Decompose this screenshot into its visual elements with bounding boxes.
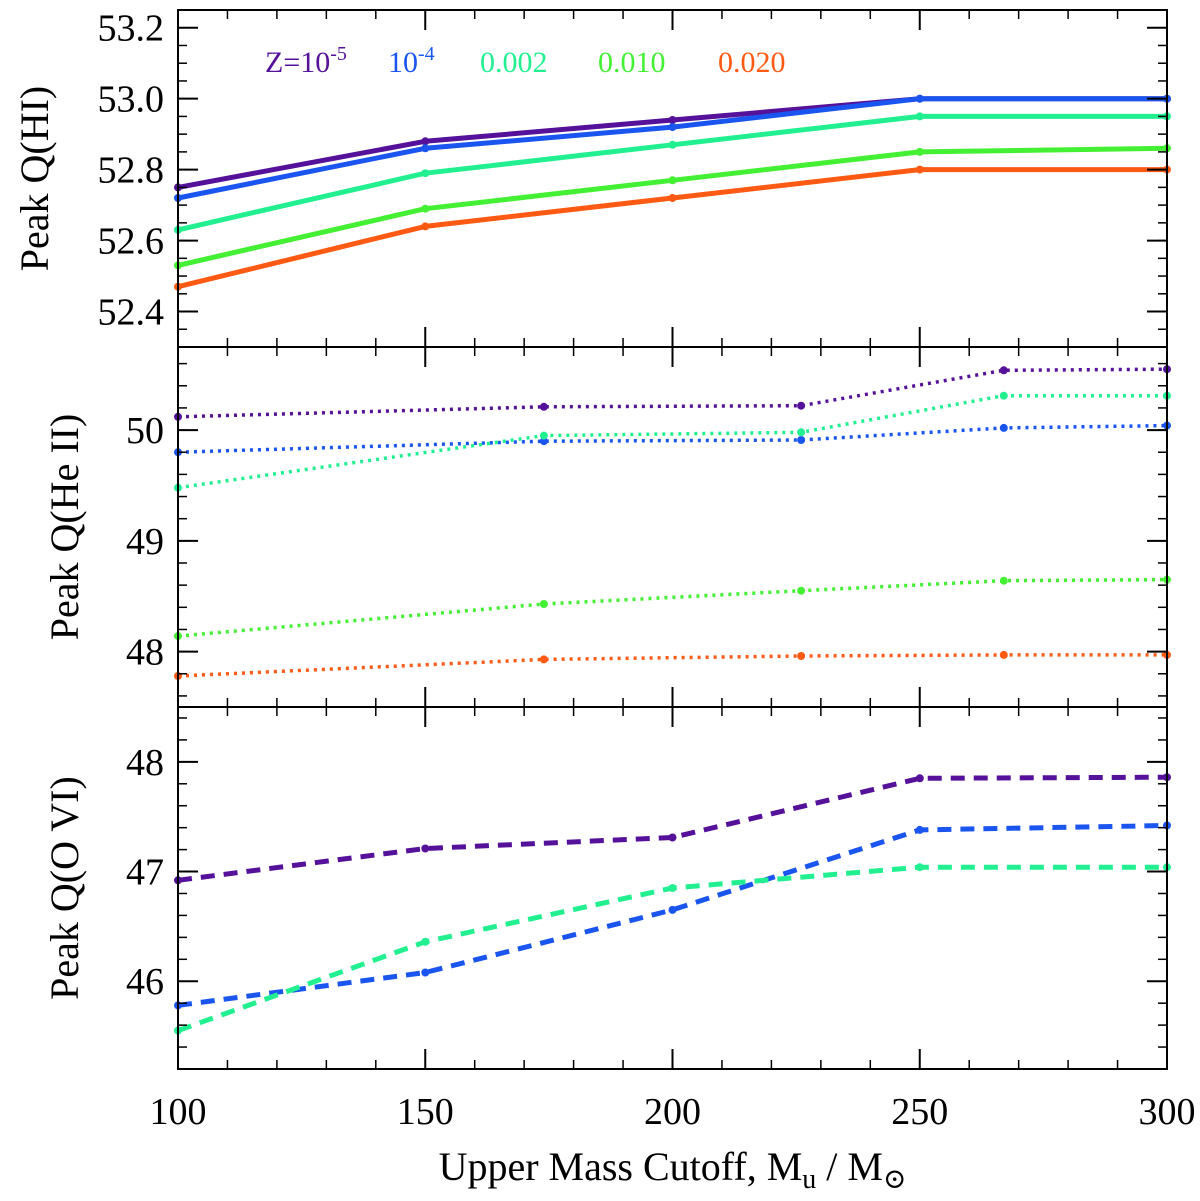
data-point-middle-2-1 bbox=[539, 431, 548, 440]
data-point-middle-3-3 bbox=[999, 576, 1008, 585]
y-tick-label-middle: 50 bbox=[126, 410, 164, 452]
data-point-bottom-2-3 bbox=[915, 863, 924, 872]
panel-middle: 48 49 50 Peak Q(He II) bbox=[42, 346, 1171, 708]
legend-entry-2: 0.002 bbox=[480, 46, 548, 79]
data-point-middle-3-1 bbox=[539, 600, 548, 608]
data-point-middle-4-2 bbox=[797, 652, 806, 660]
data-point-bottom-0-1 bbox=[421, 844, 430, 853]
data-point-bottom-1-1 bbox=[421, 968, 430, 977]
data-point-bottom-2-2 bbox=[668, 884, 677, 892]
data-point-top-4-2 bbox=[668, 194, 677, 202]
y-tick-label-bottom: 46 bbox=[126, 961, 164, 1003]
data-point-middle-2-3 bbox=[999, 391, 1008, 400]
data-point-bottom-1-3 bbox=[915, 825, 924, 834]
data-point-top-4-3 bbox=[915, 165, 924, 174]
y-tick-label-middle: 48 bbox=[126, 632, 164, 674]
data-point-bottom-2-1 bbox=[421, 937, 430, 946]
data-point-middle-1-2 bbox=[797, 436, 806, 444]
series-line-middle-2 bbox=[177, 393, 1167, 490]
legend-entry-0: Z=10-5 bbox=[265, 43, 347, 79]
data-point-middle-2-2 bbox=[797, 428, 806, 437]
data-point-middle-1-3 bbox=[999, 423, 1008, 432]
x-tick-label: 250 bbox=[891, 1091, 948, 1133]
series-line-middle-4 bbox=[177, 653, 1167, 678]
data-point-middle-0-3 bbox=[999, 366, 1008, 375]
x-tick-label: 150 bbox=[397, 1091, 454, 1133]
x-axis-title: Upper Mass Cutoff, Mu / M⊙ bbox=[439, 1144, 907, 1195]
y-axis-title-middle: Peak Q(He II) bbox=[42, 414, 87, 641]
data-point-top-1-3 bbox=[915, 94, 924, 103]
y-tick-label-bottom: 47 bbox=[126, 852, 164, 894]
y-tick-label-bottom: 48 bbox=[126, 742, 164, 784]
y-tick-label-middle: 49 bbox=[126, 521, 164, 563]
x-tick-label: 300 bbox=[1139, 1091, 1196, 1133]
data-point-top-2-3 bbox=[915, 112, 924, 121]
series-line-top-2 bbox=[177, 113, 1167, 233]
legend-entry-3: 0.010 bbox=[598, 46, 666, 79]
y-tick-label-top: 53.2 bbox=[98, 8, 165, 50]
y-tick-label-top: 52.6 bbox=[98, 221, 165, 263]
data-point-middle-4-3 bbox=[999, 650, 1008, 659]
data-point-top-3-2 bbox=[668, 176, 677, 185]
data-point-top-0-1 bbox=[421, 137, 430, 146]
data-point-top-1-2 bbox=[668, 123, 677, 132]
x-tick-label: 200 bbox=[644, 1091, 701, 1133]
data-point-bottom-1-2 bbox=[668, 905, 677, 914]
series-line-bottom-1 bbox=[177, 823, 1168, 1008]
series-line-middle-1 bbox=[177, 423, 1168, 454]
y-axis-title-top: Peak Q(HI) bbox=[12, 86, 57, 272]
legend-entry-1: 10-4 bbox=[388, 43, 435, 79]
data-point-top-2-2 bbox=[668, 140, 677, 149]
data-point-middle-4-1 bbox=[539, 655, 548, 664]
data-point-top-0-2 bbox=[668, 116, 677, 124]
data-point-middle-1-1 bbox=[539, 437, 548, 446]
series-line-middle-0 bbox=[177, 367, 1168, 419]
data-point-bottom-0-2 bbox=[668, 833, 677, 842]
data-point-bottom-0-3 bbox=[915, 774, 924, 783]
y-axis-title-bottom: Peak Q(O VI) bbox=[42, 776, 87, 1000]
data-point-top-4-1 bbox=[421, 222, 430, 231]
y-tick-label-top: 52.4 bbox=[98, 292, 165, 334]
y-tick-label-top: 52.8 bbox=[98, 150, 165, 192]
series-line-top-4 bbox=[177, 167, 1167, 290]
data-point-middle-3-2 bbox=[797, 586, 806, 595]
y-tick-label-top: 53.0 bbox=[98, 79, 165, 121]
series-line-middle-3 bbox=[177, 577, 1168, 638]
data-point-top-3-3 bbox=[915, 147, 924, 156]
data-point-middle-0-1 bbox=[539, 402, 548, 411]
panel-frame-middle bbox=[177, 346, 1168, 708]
data-point-top-1-1 bbox=[421, 144, 430, 153]
data-point-top-3-1 bbox=[421, 204, 430, 213]
data-point-middle-0-2 bbox=[797, 401, 806, 410]
legend-entry-4: 0.020 bbox=[718, 46, 786, 79]
x-tick-label: 100 bbox=[150, 1091, 207, 1133]
panel-top: 52.4 52.6 52.8 53.0 53.2 Peak Q(HI) Z=10-5 10-4… bbox=[12, 8, 1171, 348]
data-point-top-2-1 bbox=[421, 169, 430, 178]
panel-bottom: 46 47 48 Peak Q(O VI) 100 150 200 250 300 Upper M… bbox=[42, 706, 1196, 1195]
